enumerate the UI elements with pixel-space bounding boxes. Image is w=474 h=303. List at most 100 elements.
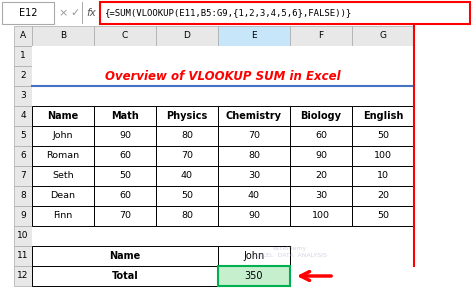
Bar — [32, 66, 94, 86]
Text: 10: 10 — [377, 171, 389, 181]
Bar — [218, 186, 290, 206]
Bar — [352, 66, 414, 86]
Text: 8: 8 — [20, 191, 26, 201]
Bar — [290, 66, 352, 86]
Bar — [156, 126, 218, 146]
Bar — [218, 86, 290, 106]
Bar — [14, 226, 32, 246]
Bar — [156, 86, 218, 106]
Text: 100: 100 — [374, 152, 392, 161]
Text: ×: × — [58, 8, 68, 18]
Bar — [32, 246, 218, 266]
Text: 90: 90 — [248, 211, 260, 221]
Bar — [94, 46, 156, 66]
Bar — [290, 126, 352, 146]
Text: 2: 2 — [20, 72, 26, 81]
Bar — [32, 246, 94, 266]
Text: 60: 60 — [315, 132, 327, 141]
Text: Seth: Seth — [52, 171, 74, 181]
Text: John: John — [243, 251, 264, 261]
Bar — [218, 206, 290, 226]
Bar — [94, 186, 156, 206]
Bar — [156, 106, 218, 126]
Bar — [156, 66, 218, 86]
Bar — [218, 206, 290, 226]
Text: fx: fx — [86, 8, 96, 18]
Text: F: F — [319, 32, 324, 41]
Bar — [32, 226, 94, 246]
Bar — [352, 246, 414, 266]
Text: 1: 1 — [20, 52, 26, 61]
Bar — [290, 226, 352, 246]
Bar — [218, 46, 290, 66]
Bar — [14, 166, 32, 186]
Bar — [218, 186, 290, 206]
Text: 70: 70 — [119, 211, 131, 221]
Text: 90: 90 — [315, 152, 327, 161]
Bar — [352, 206, 414, 226]
Bar — [32, 86, 94, 106]
Bar — [156, 26, 218, 46]
Bar — [94, 206, 156, 226]
Bar — [32, 126, 94, 146]
Bar — [218, 26, 290, 46]
Text: Dean: Dean — [51, 191, 75, 201]
Bar — [94, 126, 156, 146]
Bar — [352, 186, 414, 206]
Bar — [14, 266, 32, 286]
Bar — [94, 166, 156, 186]
Bar — [156, 166, 218, 186]
Bar — [352, 106, 414, 126]
Text: 50: 50 — [377, 211, 389, 221]
Text: ✓: ✓ — [70, 8, 80, 18]
Text: D: D — [183, 32, 191, 41]
Text: 350: 350 — [245, 271, 263, 281]
Bar — [156, 186, 218, 206]
Bar — [32, 206, 94, 226]
Bar — [94, 246, 156, 266]
Text: 100: 100 — [312, 211, 330, 221]
Text: 4: 4 — [20, 112, 26, 121]
Bar — [290, 106, 352, 126]
Bar — [14, 46, 32, 66]
Text: Finn: Finn — [54, 211, 73, 221]
Bar — [94, 86, 156, 106]
Bar — [290, 246, 352, 266]
Bar — [14, 66, 32, 86]
Bar — [218, 166, 290, 186]
Text: 90: 90 — [119, 132, 131, 141]
Text: John: John — [53, 132, 73, 141]
Bar — [352, 146, 414, 166]
Bar — [290, 86, 352, 106]
Bar — [218, 106, 290, 126]
Text: A: A — [20, 32, 26, 41]
Bar — [32, 266, 218, 286]
Bar — [352, 146, 414, 166]
Text: Roman: Roman — [46, 152, 80, 161]
Bar — [156, 46, 218, 66]
Bar — [290, 206, 352, 226]
Bar — [14, 246, 32, 266]
Bar — [94, 126, 156, 146]
Bar — [14, 146, 32, 166]
Text: E12: E12 — [19, 8, 37, 18]
Bar — [156, 206, 218, 226]
Text: 80: 80 — [248, 152, 260, 161]
Bar — [2, 2, 54, 24]
Bar — [94, 26, 156, 46]
Bar — [32, 66, 414, 106]
Text: 6: 6 — [20, 152, 26, 161]
Bar — [14, 86, 32, 106]
Bar — [14, 126, 32, 146]
Text: 70: 70 — [181, 152, 193, 161]
Text: 50: 50 — [119, 171, 131, 181]
Bar — [100, 2, 470, 24]
Bar — [156, 126, 218, 146]
Bar — [94, 206, 156, 226]
Bar — [32, 206, 94, 226]
Bar — [156, 146, 218, 166]
Text: 30: 30 — [315, 191, 327, 201]
Bar — [218, 246, 290, 266]
Bar — [99, 2, 100, 24]
Bar — [218, 266, 290, 286]
